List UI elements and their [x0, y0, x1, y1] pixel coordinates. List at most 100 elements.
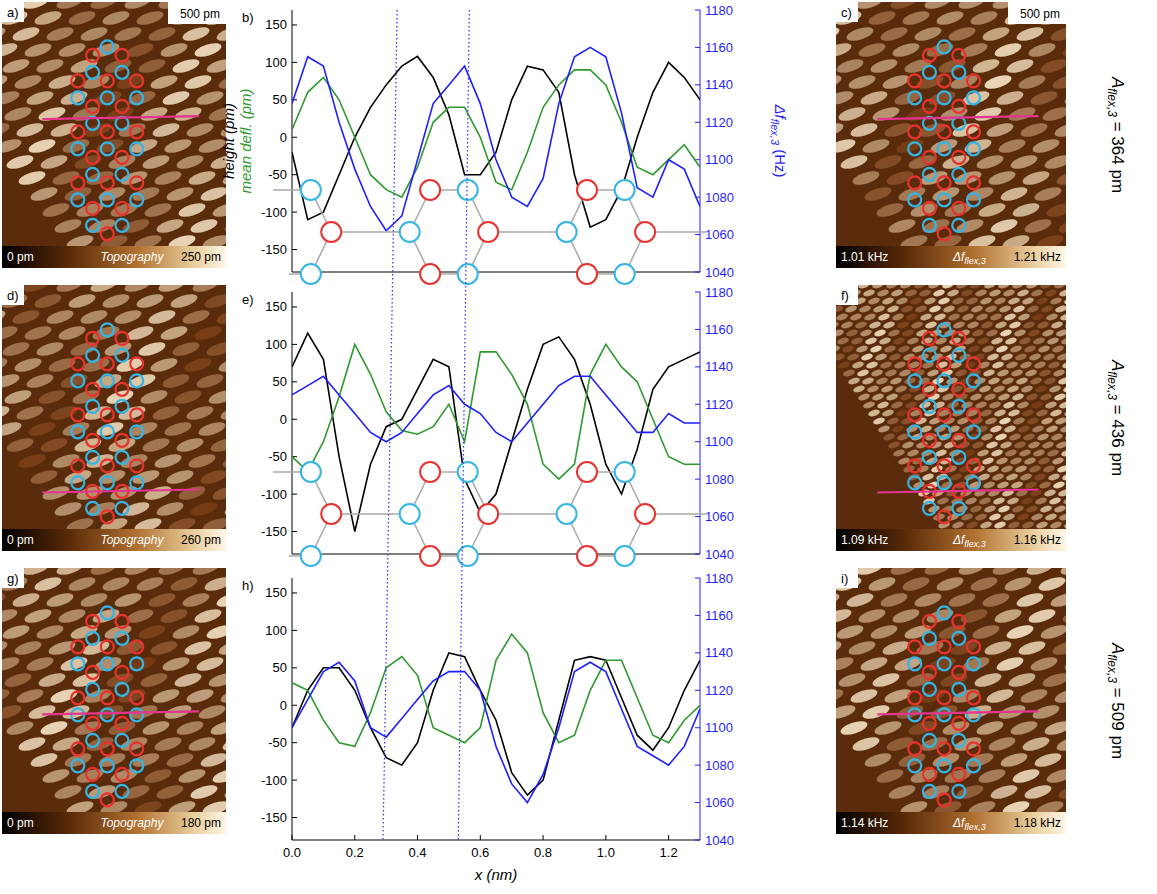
y2-tick-label: 1100 [705, 152, 733, 167]
texture-blob [151, 120, 181, 139]
y2-tick-label: 1080 [705, 190, 734, 205]
texture-blob [913, 285, 926, 290]
texture-blob [221, 451, 226, 470]
texture-blob [51, 168, 81, 187]
y-tick [292, 705, 297, 706]
texture-blob [141, 435, 171, 454]
texture-blob [995, 456, 1008, 465]
texture-blob [17, 451, 47, 470]
texture-blob [1045, 766, 1066, 785]
texture-blob [876, 400, 889, 409]
y2-tick [695, 272, 700, 273]
texture-blob [2, 419, 23, 438]
lattice-atom [301, 546, 321, 566]
texture-blob [837, 360, 850, 369]
lattice-atom [116, 785, 129, 798]
lattice-atom [130, 374, 143, 387]
texture-blob [175, 718, 205, 737]
texture-blob [991, 568, 1021, 578]
lattice-atom [86, 383, 99, 396]
texture-blob [127, 654, 157, 673]
texture-blob [859, 328, 872, 337]
y2-tick-label: 1080 [705, 472, 734, 487]
colorbar-title: Δfflex,3 [952, 816, 986, 832]
texture-blob [2, 702, 23, 721]
image-panel: f)1.09 kHzΔfflex,31.16 kHz [777, 264, 1157, 569]
colorbar [2, 812, 226, 834]
lattice-atom [101, 74, 114, 87]
texture [836, 568, 1066, 834]
texture-blob [1002, 512, 1015, 521]
texture-blob [887, 216, 917, 235]
lattice-atom [130, 759, 143, 772]
lattice-atom [967, 142, 980, 155]
lattice-atom [908, 708, 921, 721]
texture-blob [123, 285, 153, 295]
texture-blob [993, 296, 1006, 305]
lattice-atom [952, 502, 965, 515]
texture-blob [881, 408, 894, 417]
scale-box [1008, 2, 1066, 24]
texture-blob [875, 376, 888, 385]
texture-blob [976, 448, 989, 457]
texture-blob [113, 24, 143, 43]
texture-blob [37, 104, 67, 123]
image-panel: d)0 pmTopography260 pm [0, 243, 459, 566]
lattice-atom [71, 657, 84, 670]
texture-blob [847, 638, 877, 657]
x-tick-label: 1.2 [660, 845, 678, 860]
x-tick-label: 1.0 [597, 845, 615, 860]
texture-blob [181, 24, 211, 43]
texture-blob [974, 288, 987, 297]
texture-blob [23, 606, 53, 625]
series-line [292, 47, 700, 230]
texture-blob [973, 670, 1003, 689]
y2-tick [695, 578, 700, 579]
amp-symbol: A [1108, 359, 1127, 371]
texture-blob [143, 766, 173, 785]
texture-blob [223, 499, 226, 518]
texture-blob [1050, 320, 1063, 329]
texture-blob [978, 496, 991, 505]
texture-blob [1052, 368, 1065, 377]
texture-blob [1065, 456, 1066, 465]
x-tick [605, 835, 606, 840]
amp-sub: flex,3 [1105, 371, 1119, 400]
texture-blob [994, 320, 1007, 329]
title-sub: flex,3 [769, 119, 781, 146]
texture-blob [836, 606, 853, 625]
lattice-atom [130, 125, 143, 138]
lattice-atom [967, 657, 980, 670]
lattice-atom [458, 546, 478, 566]
texture-blob [1007, 296, 1020, 305]
texture-blob [75, 483, 105, 502]
texture-blob [1039, 504, 1052, 513]
texture-blob [961, 312, 974, 321]
texture-blob [1044, 400, 1057, 409]
colorbar-title-main: Topography [100, 533, 164, 547]
y2-tick-label: 1060 [705, 227, 734, 242]
lattice-atom [116, 683, 129, 696]
texture-blob [113, 590, 143, 609]
texture-blob [1023, 344, 1036, 353]
texture-blob [217, 72, 226, 91]
texture-blob [13, 72, 43, 91]
texture-blob [891, 424, 904, 433]
lattice-atom [967, 91, 980, 104]
lattice-atom [923, 349, 936, 362]
texture-blob [39, 152, 69, 171]
lattice-atom [130, 691, 143, 704]
panel-letter: f) [841, 288, 849, 303]
texture-blob [2, 355, 9, 374]
lattice-atom [938, 657, 951, 670]
lattice-atom [130, 357, 143, 370]
lattice-atom [967, 691, 980, 704]
texture-blob [2, 24, 7, 43]
lattice-atom [458, 462, 478, 482]
colorbar-min: 1.01 kHz [841, 250, 888, 264]
lattice-atom [86, 332, 99, 345]
texture-blob [1026, 304, 1039, 313]
texture-blob [887, 440, 900, 449]
texture-blob [894, 384, 907, 393]
texture-blob [1060, 336, 1066, 345]
